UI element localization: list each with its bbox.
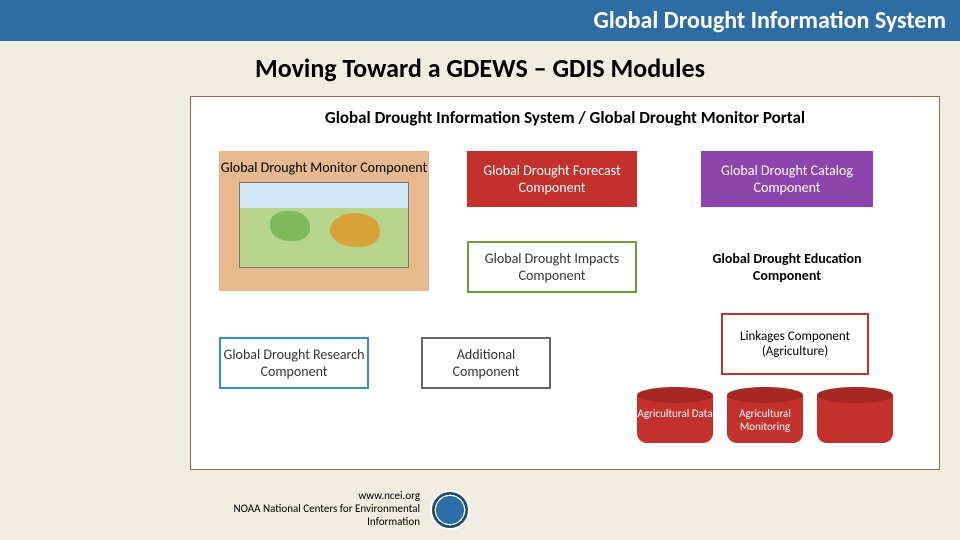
header-bar: Global Drought Information System xyxy=(0,0,960,41)
cylinder-agri-monitoring: Agricultural Monitoring xyxy=(727,387,803,443)
cylinder-top-icon xyxy=(727,387,803,403)
footer-org: NOAA National Centers for Environmental … xyxy=(234,502,420,528)
catalog-component: Global Drought Catalog Component xyxy=(701,151,873,207)
footer-url: www.ncei.org xyxy=(358,489,420,502)
slide: Global Drought Information System Moving… xyxy=(0,0,960,540)
cylinder-label: Agricultural Data xyxy=(637,407,713,420)
impacts-component: Global Drought Impacts Component xyxy=(467,241,637,293)
cylinder-top-icon xyxy=(637,387,713,403)
footer-text: www.ncei.org NOAA National Centers for E… xyxy=(200,489,420,528)
cylinder-agri-data: Agricultural Data xyxy=(637,387,713,443)
cylinder-label: Agricultural Monitoring xyxy=(727,407,803,433)
additional-component: Additional Component xyxy=(421,337,551,389)
additional-component-label: Additional Component xyxy=(423,346,549,380)
education-component: Global Drought Education Component xyxy=(701,241,873,293)
slide-title: Moving Toward a GDEWS – GDIS Modules xyxy=(0,52,960,84)
forecast-component: Global Drought Forecast Component xyxy=(467,151,637,207)
outer-container: Global Drought Information System / Glob… xyxy=(190,96,940,470)
education-component-label: Global Drought Education Component xyxy=(701,250,873,284)
cylinder-top-icon xyxy=(817,387,893,403)
cylinder-empty xyxy=(817,387,893,443)
linkages-component-label: Linkages Component (Agriculture) xyxy=(723,329,867,359)
monitor-component-label: Global Drought Monitor Component xyxy=(219,159,429,176)
research-component: Global Drought Research Component xyxy=(219,337,369,389)
research-component-label: Global Drought Research Component xyxy=(221,346,367,380)
outer-container-label: Global Drought Information System / Glob… xyxy=(191,97,939,136)
impacts-component-label: Global Drought Impacts Component xyxy=(469,250,635,284)
noaa-logo-icon xyxy=(430,490,470,530)
linkages-component: Linkages Component (Agriculture) xyxy=(721,313,869,375)
catalog-component-label: Global Drought Catalog Component xyxy=(701,162,873,196)
header-title: Global Drought Information System xyxy=(594,6,946,35)
monitor-component: Global Drought Monitor Component xyxy=(219,151,429,291)
forecast-component-label: Global Drought Forecast Component xyxy=(467,162,637,196)
world-map-icon xyxy=(239,182,409,268)
